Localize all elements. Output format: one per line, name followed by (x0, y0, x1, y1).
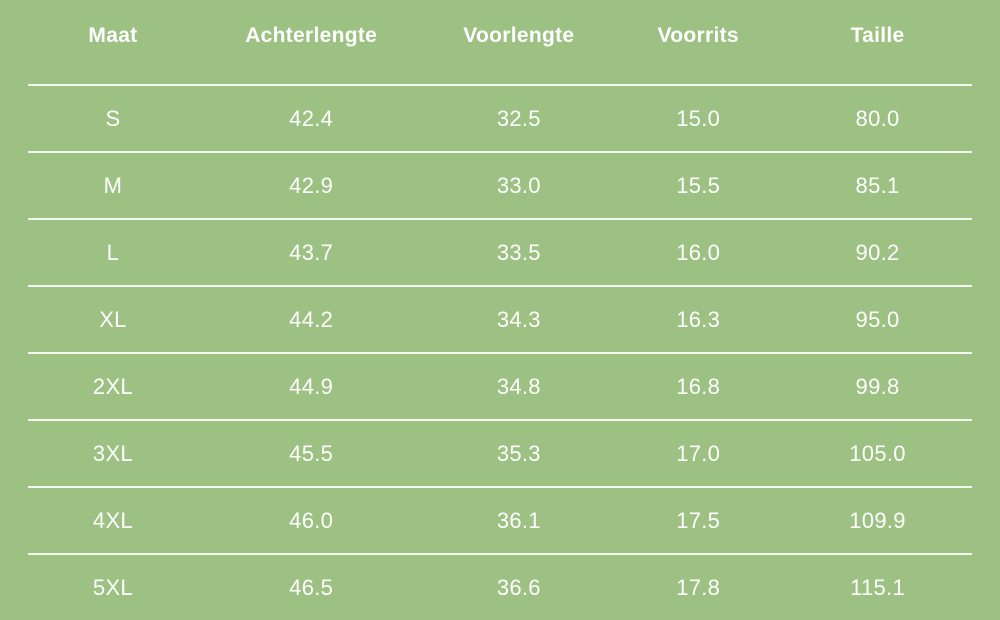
achterlengte-value: 43.7 (289, 239, 334, 265)
size-label: 3XL (92, 440, 133, 466)
size-label: M (103, 172, 123, 198)
table-row-m: M 42.9 33.0 15.5 85.1 (28, 151, 972, 218)
taille-value: 109.9 (849, 507, 906, 533)
voorrits-value: 16.3 (676, 306, 721, 332)
voorlengte-value: 36.1 (496, 507, 541, 533)
voorlengte-value: 36.6 (496, 574, 541, 600)
table-row-2xl: 2XL 44.9 34.8 16.8 99.8 (28, 352, 972, 419)
size-label: XL (99, 306, 127, 332)
achterlengte-value: 44.9 (289, 373, 334, 399)
size-label: 2XL (92, 373, 133, 399)
voorlengte-value: 35.3 (496, 440, 541, 466)
size-label: 5XL (92, 574, 133, 600)
voorlengte-value: 33.0 (496, 172, 541, 198)
achterlengte-value: 46.0 (289, 507, 334, 533)
achterlengte-value: 45.5 (289, 440, 334, 466)
taille-value: 95.0 (855, 306, 900, 332)
column-header-achterlengte: Achterlengte (245, 24, 378, 47)
table-row-l: L 43.7 33.5 16.0 90.2 (28, 218, 972, 285)
voorrits-value: 16.8 (676, 373, 721, 399)
voorrits-value: 15.5 (676, 172, 721, 198)
achterlengte-value: 44.2 (289, 306, 334, 332)
taille-value: 105.0 (849, 440, 906, 466)
voorrits-value: 16.0 (676, 239, 721, 265)
column-header-taille: Taille (850, 24, 905, 47)
column-header-voorlengte: Voorlengte (463, 24, 575, 47)
taille-value: 90.2 (855, 239, 900, 265)
column-header-voorrits: Voorrits (657, 24, 739, 47)
table-row-xl: XL 44.2 34.3 16.3 95.0 (28, 285, 972, 352)
voorlengte-value: 34.3 (496, 306, 541, 332)
size-label: S (105, 105, 121, 131)
taille-value: 99.8 (855, 373, 900, 399)
table-row-4xl: 4XL 46.0 36.1 17.5 109.9 (28, 486, 972, 553)
achterlengte-value: 46.5 (289, 574, 334, 600)
voorrits-value: 17.8 (676, 574, 721, 600)
achterlengte-value: 42.4 (289, 105, 334, 131)
voorrits-value: 17.0 (676, 440, 721, 466)
taille-value: 85.1 (855, 172, 900, 198)
taille-value: 115.1 (850, 574, 906, 600)
size-label: 4XL (92, 507, 133, 533)
table-row-3xl: 3XL 45.5 35.3 17.0 105.0 (28, 419, 972, 486)
table-header-row: Maat Achterlengte Voorlengte Voorrits Ta… (28, 0, 972, 84)
size-label: L (106, 239, 120, 265)
voorrits-value: 17.5 (676, 507, 721, 533)
table-row-s: S 42.4 32.5 15.0 80.0 (28, 84, 972, 151)
voorlengte-value: 34.8 (496, 373, 541, 399)
voorrits-value: 15.0 (676, 105, 721, 131)
table-row-5xl: 5XL 46.5 36.6 17.8 115.1 (28, 553, 972, 620)
voorlengte-value: 33.5 (496, 239, 541, 265)
voorlengte-value: 32.5 (496, 105, 541, 131)
column-header-maat: Maat (88, 24, 138, 47)
achterlengte-value: 42.9 (289, 172, 334, 198)
taille-value: 80.0 (855, 105, 900, 131)
